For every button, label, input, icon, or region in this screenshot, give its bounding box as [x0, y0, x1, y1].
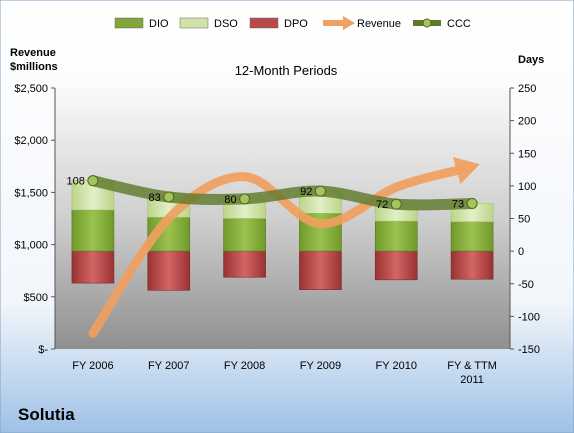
category-label: FY & TTM	[447, 360, 497, 372]
ccc-point	[87, 175, 99, 187]
legend-label: Revenue	[357, 18, 401, 30]
category-label: FY 2006	[72, 360, 113, 372]
legend: DIO DSO DPO Revenue CCC	[114, 16, 471, 30]
dpo-bar	[147, 250, 191, 291]
right-tick-label: 50	[518, 214, 530, 226]
right-tick-label: 250	[518, 83, 536, 95]
legend-swatch	[179, 17, 209, 29]
legend-item-revenue: Revenue	[323, 16, 401, 30]
ccc-line	[87, 175, 478, 211]
ccc-point	[239, 193, 251, 205]
dpo-bar	[71, 250, 115, 284]
right-axis-title: Days	[518, 54, 544, 66]
right-tick-label: 100	[518, 181, 536, 193]
legend-item-ccc: CCC	[413, 18, 471, 30]
left-tick-label: $2,500	[14, 83, 48, 95]
right-tick-label: 0	[518, 246, 524, 258]
legend-label: DIO	[149, 18, 169, 30]
left-tick-label: $500	[24, 292, 48, 304]
left-tick-label: $1,500	[14, 187, 48, 199]
category-axis: FY 2006 FY 2007 FY 2008 FY 2009 FY 2010 FY & …	[72, 360, 497, 386]
legend-item-dpo: DPO	[249, 17, 308, 30]
ccc-data-label: 72	[376, 199, 388, 211]
left-axis-ticks: $- $500 $1,000 $1,500 $2,000 $2,500	[14, 83, 56, 356]
legend-label: CCC	[447, 18, 471, 30]
legend-swatch	[249, 17, 279, 29]
dpo-bar	[299, 250, 342, 290]
left-tick-label: $1,000	[14, 240, 48, 252]
category-label: FY 2007	[148, 360, 189, 372]
category-label: FY 2009	[300, 360, 341, 372]
ccc-point	[390, 198, 402, 210]
legend-item-dso: DSO	[179, 17, 238, 30]
ccc-series: 108 83 80 92 72 73	[67, 175, 478, 211]
company-name: Solutia	[18, 405, 75, 424]
ccc-point	[466, 197, 478, 209]
left-tick-label: $-	[38, 344, 48, 356]
dio-bar	[71, 209, 115, 252]
ccc-data-label: 80	[224, 194, 236, 206]
legend-swatch	[114, 17, 144, 29]
left-tick-label: $2,000	[14, 135, 48, 147]
legend-item-dio: DIO	[114, 17, 169, 30]
dpo-bar	[223, 250, 266, 278]
revenue-arrowhead	[452, 157, 480, 184]
ccc-data-label: 92	[300, 186, 312, 198]
right-tick-label: -150	[518, 344, 540, 356]
category-label: FY 2008	[224, 360, 265, 372]
right-axis-ticks: -150 -100 -50 0 50 100 150 200 250	[509, 83, 540, 356]
right-tick-label: 200	[518, 116, 536, 128]
legend-label: DPO	[284, 18, 308, 30]
ccc-point	[163, 191, 175, 203]
legend-swatch-marker	[422, 18, 432, 28]
ccc-data-label: 83	[149, 192, 161, 204]
category-label: FY 2010	[376, 360, 417, 372]
legend-label: DSO	[214, 18, 238, 30]
right-tick-label: -50	[518, 279, 534, 291]
left-axis-title-line1: Revenue	[10, 47, 56, 59]
legend-swatch-arrowhead	[343, 16, 355, 30]
ccc-data-label: 73	[452, 198, 464, 210]
ccc-data-label: 108	[67, 176, 85, 188]
right-tick-label: -100	[518, 311, 540, 323]
dio-bar	[450, 221, 494, 252]
category-label: 2011	[460, 374, 484, 386]
ccc-point	[314, 185, 326, 197]
left-axis-title-line2: $millions	[10, 61, 58, 73]
right-tick-label: 150	[518, 148, 536, 160]
chart-title: 12-Month Periods	[235, 63, 338, 78]
dio-bar	[374, 220, 418, 252]
dpo-bar	[374, 250, 418, 281]
dpo-bar	[450, 250, 494, 280]
plot-area	[55, 88, 510, 349]
dio-bar	[223, 218, 266, 252]
